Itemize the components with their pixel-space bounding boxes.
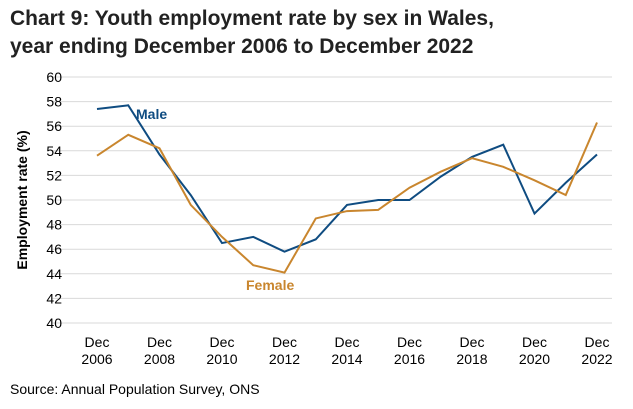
x-tick-label-year: 2006 (81, 351, 112, 367)
y-tick-label: 40 (46, 315, 62, 331)
series-line-male (96, 104, 598, 253)
title-line-1: Chart 9: Youth employment rate by sex in… (10, 7, 494, 30)
x-tick-label-year: 2018 (456, 351, 487, 367)
x-tick-label-month: Dec (522, 334, 547, 350)
x-tick-label-year: 2020 (519, 351, 550, 367)
title-line-2: year ending December 2006 to December 20… (10, 35, 474, 58)
y-tick-label: 54 (46, 143, 62, 159)
y-tick-label: 52 (46, 167, 62, 183)
x-tick-label-month: Dec (460, 334, 485, 350)
x-tick-label-year: 2014 (331, 351, 362, 367)
y-tick-label: 60 (46, 69, 62, 85)
x-tick-label-month: Dec (335, 334, 360, 350)
chart-title: Chart 9: Youth employment rate by sex in… (10, 5, 494, 61)
y-tick-label: 46 (46, 241, 62, 257)
x-tick-label-year: 2022 (581, 351, 612, 367)
x-tick-label-month: Dec (147, 334, 172, 350)
legend-label-male: Male (136, 106, 167, 122)
y-tick-label: 42 (46, 290, 62, 306)
x-tick-label-month: Dec (85, 334, 110, 350)
legend-label-female: Female (246, 277, 294, 293)
y-tick-label: 48 (46, 217, 62, 233)
x-tick-label-month: Dec (272, 334, 297, 350)
x-tick-label-month: Dec (210, 334, 235, 350)
y-tick-label: 58 (46, 94, 62, 110)
y-tick-label: 50 (46, 192, 62, 208)
series-line-female (96, 122, 598, 274)
x-tick-label-year: 2016 (394, 351, 425, 367)
y-tick-label: 56 (46, 118, 62, 134)
x-tick-label-year: 2010 (206, 351, 237, 367)
x-tick-label-year: 2008 (144, 351, 175, 367)
source-note: Source: Annual Population Survey, ONS (10, 381, 260, 397)
y-axis-label: Employment rate (%) (14, 130, 30, 269)
x-tick-label-month: Dec (585, 334, 610, 350)
x-tick-label-month: Dec (397, 334, 422, 350)
y-tick-label: 44 (46, 266, 62, 282)
x-tick-label-year: 2012 (269, 351, 300, 367)
